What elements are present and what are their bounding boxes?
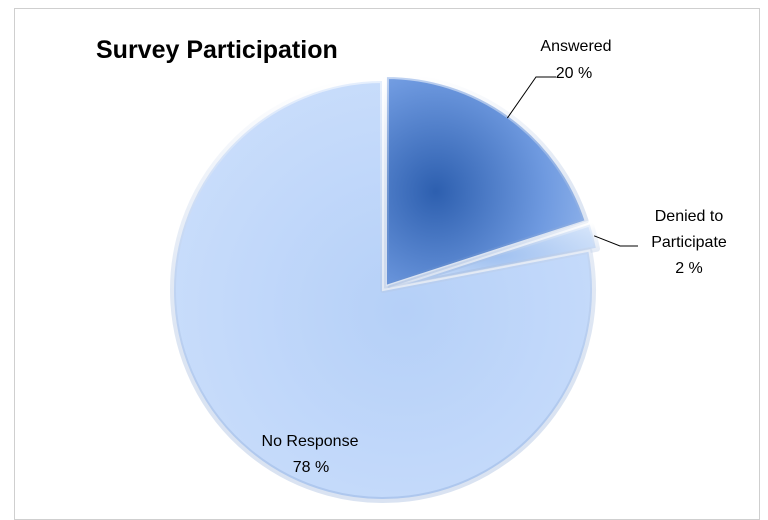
leader-line-denied-to-participate (593, 235, 638, 247)
data-label-denied-to-participate-line-2: Participate (651, 234, 727, 251)
data-label-denied-to-participate-line-1: Denied to (655, 208, 724, 225)
value-label-denied-to-participate: 2 % (675, 260, 703, 277)
chart-title: Survey Participation (96, 36, 338, 64)
pie-slice-bevel-no-response (170, 77, 596, 503)
data-label-no-response: No Response (262, 433, 359, 450)
leader-line-answered (506, 76, 556, 119)
value-label-answered: 20 % (556, 65, 592, 82)
data-label-answered: Answered (540, 38, 611, 55)
value-label-no-response: 78 % (293, 459, 329, 476)
